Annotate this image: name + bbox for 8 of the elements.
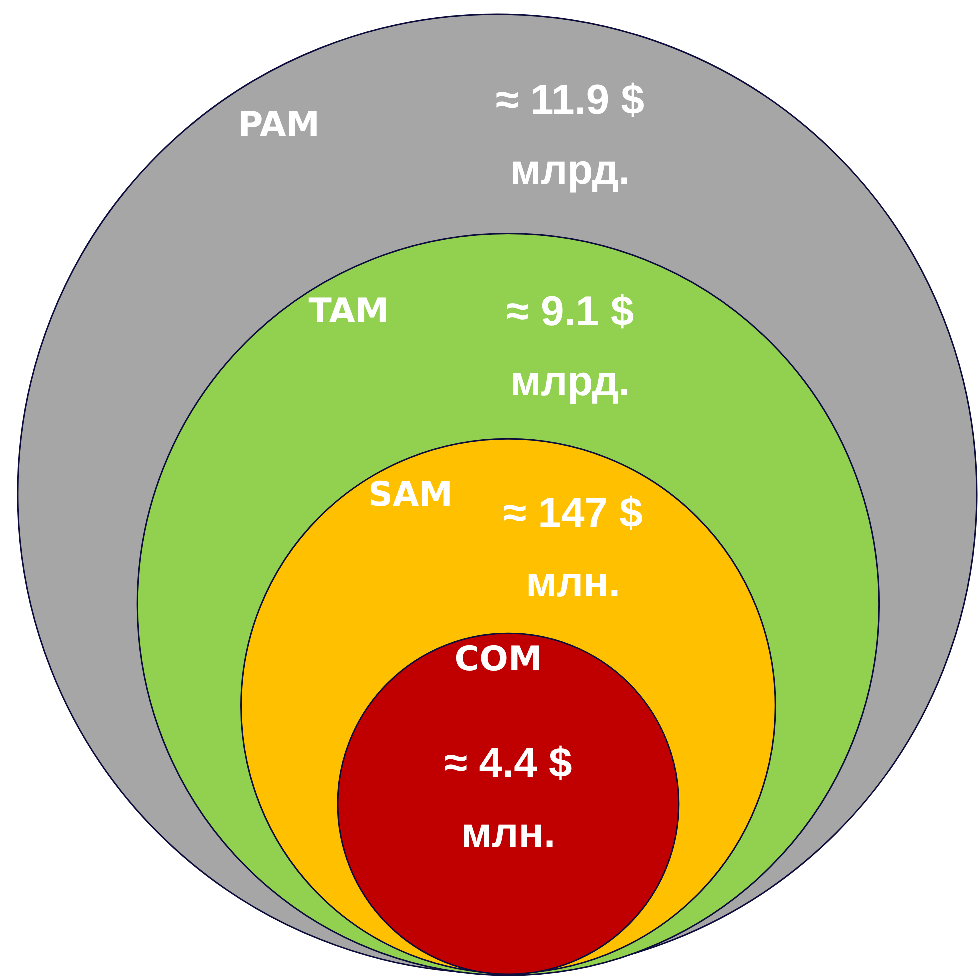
category-label: PAM bbox=[238, 105, 320, 144]
category-label: COM bbox=[454, 639, 542, 678]
category-label: SAM bbox=[368, 474, 453, 514]
category-label: TAM bbox=[308, 292, 390, 331]
data-label: ≈ 4.4 $ млн. bbox=[444, 739, 572, 856]
data-label: ≈ 147 $ млн. bbox=[504, 488, 643, 606]
data-label: ≈ 9.1 $ млрд. bbox=[506, 288, 634, 404]
data-label: ≈ 11.9 $ млрд. bbox=[496, 76, 645, 193]
